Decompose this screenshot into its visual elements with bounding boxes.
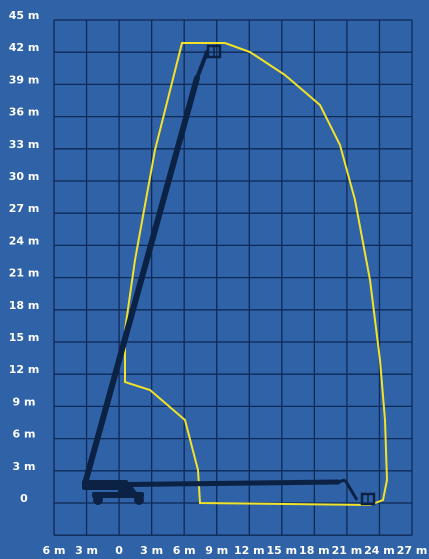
x-label: 18 m (299, 544, 330, 557)
y-label: 39 m (9, 73, 40, 86)
y-label: 24 m (9, 234, 40, 247)
y-label: 9 m (13, 395, 36, 408)
axis-labels: 45 m42 m39 m36 m33 m30 m27 m24 m21 m18 m… (9, 9, 428, 557)
x-label: 27 m (397, 544, 428, 557)
y-label: 18 m (9, 299, 40, 312)
x-label: 6 m (43, 544, 66, 557)
x-label: 12 m (234, 544, 265, 557)
boom-raised (83, 44, 222, 483)
x-label: 0 (115, 544, 123, 557)
y-label: 36 m (9, 106, 40, 119)
y-label: 27 m (9, 202, 40, 215)
y-label: 0 (20, 492, 28, 505)
x-label: 15 m (267, 544, 298, 557)
y-label: 33 m (9, 138, 40, 151)
y-label: 21 m (9, 267, 40, 280)
y-label: 15 m (9, 331, 40, 344)
working-envelope (124, 42, 389, 507)
y-label: 12 m (9, 363, 40, 376)
x-label: 3 m (140, 544, 163, 557)
x-label: 24 m (364, 544, 395, 557)
x-label: 9 m (205, 544, 228, 557)
x-label: 21 m (332, 544, 363, 557)
y-label: 3 m (13, 460, 36, 473)
y-label: 42 m (9, 41, 40, 54)
y-label: 30 m (9, 170, 40, 183)
x-label: 6 m (173, 544, 196, 557)
vehicle (82, 480, 144, 505)
x-label: 3 m (75, 544, 98, 557)
y-label: 6 m (13, 428, 36, 441)
y-label: 45 m (9, 9, 40, 22)
grid (53, 19, 413, 536)
